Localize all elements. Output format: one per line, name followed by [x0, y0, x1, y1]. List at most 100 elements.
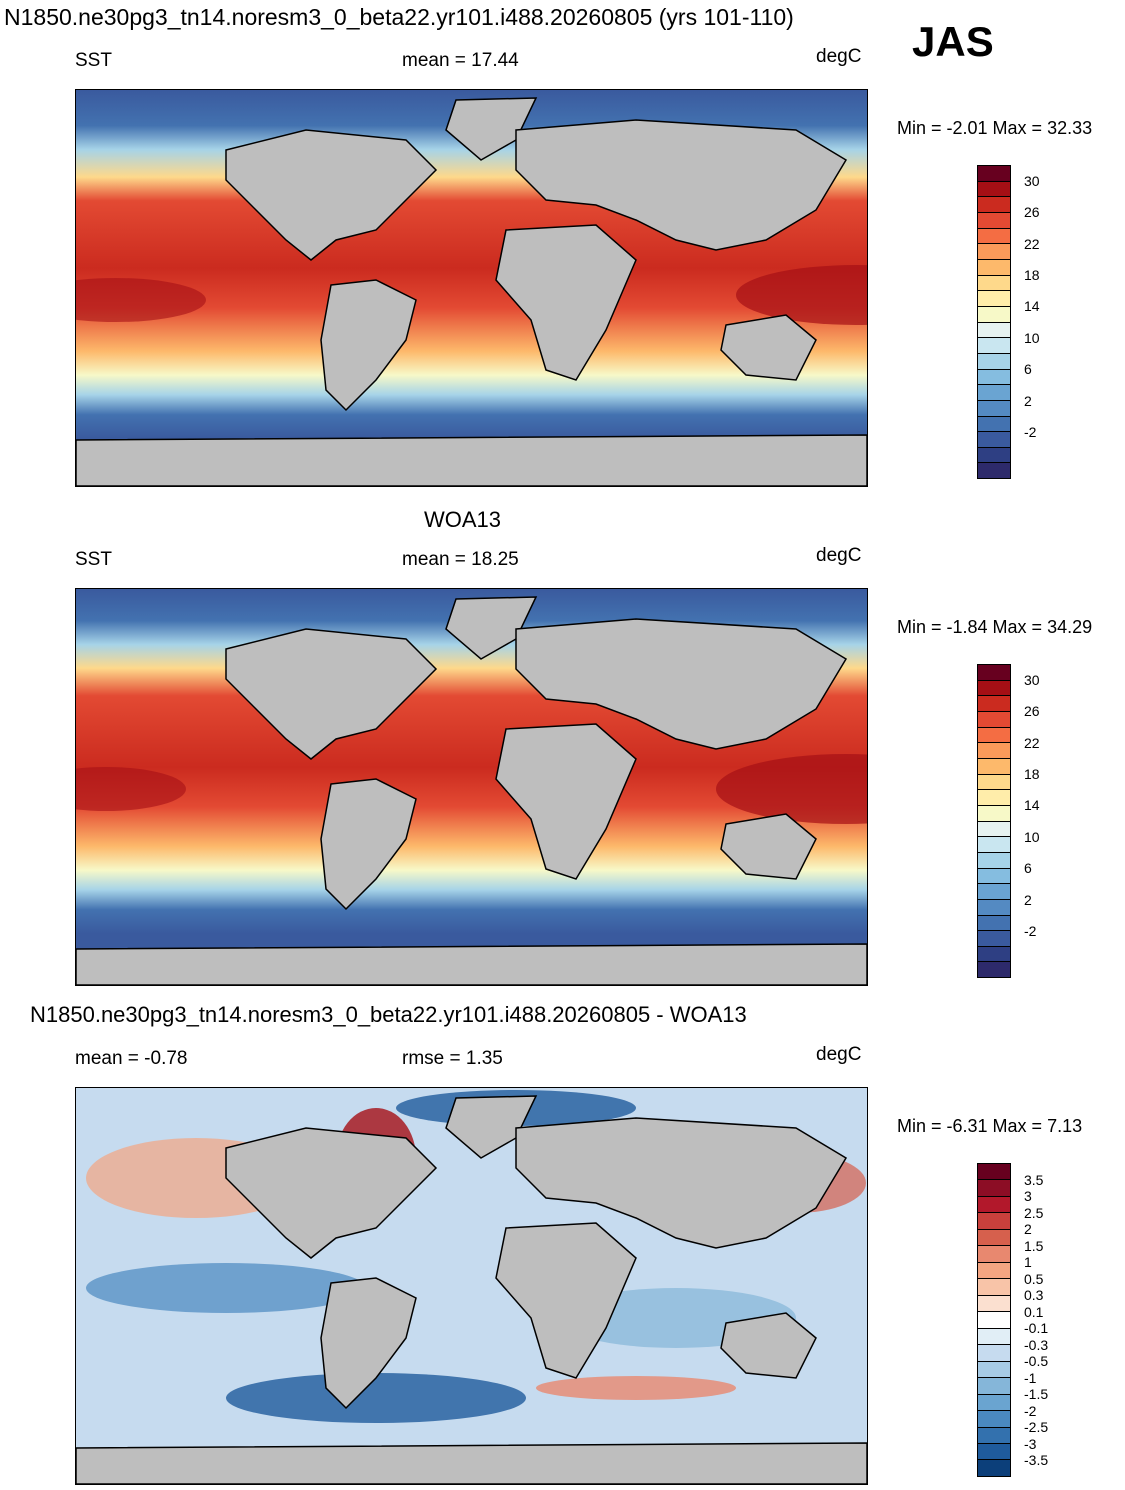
colorbar-tick-label: 3	[1024, 1188, 1032, 1204]
colorbar-segment	[978, 182, 1010, 198]
colorbar-segment	[978, 931, 1010, 947]
colorbar-tick-label: 10	[1024, 829, 1040, 845]
colorbar-tick-label: 26	[1024, 703, 1040, 719]
colorbar-tick-label: 2	[1024, 1221, 1032, 1237]
colorbar-segment	[978, 1362, 1010, 1378]
colorbar-tick-label: 10	[1024, 330, 1040, 346]
colorbar-segment	[978, 1296, 1010, 1312]
colorbar-segment	[978, 463, 1010, 478]
colorbar-segment	[978, 354, 1010, 370]
colorbar-tick-label: -2	[1024, 424, 1036, 440]
panel3-minmax: Min = -6.31 Max = 7.13	[897, 1116, 1082, 1137]
colorbar-tick-label: 6	[1024, 361, 1032, 377]
panel2-title: WOA13	[424, 507, 501, 533]
panel3-colorbar	[977, 1163, 1011, 1477]
colorbar-segment	[978, 1164, 1010, 1180]
colorbar-segment	[978, 759, 1010, 775]
panel1-colorbar	[977, 165, 1011, 479]
colorbar-segment	[978, 1411, 1010, 1427]
panel3-map	[75, 1087, 868, 1485]
colorbar-tick-label: 30	[1024, 173, 1040, 189]
colorbar-segment	[978, 1378, 1010, 1394]
panel3-title: N1850.ne30pg3_tn14.noresm3_0_beta22.yr10…	[30, 1002, 747, 1028]
colorbar-segment	[978, 1312, 1010, 1328]
colorbar-segment	[978, 417, 1010, 433]
colorbar-tick-label: -1	[1024, 1370, 1036, 1386]
colorbar-tick-label: 0.1	[1024, 1304, 1043, 1320]
panel3-rmse-label: rmse = 1.35	[402, 1048, 503, 1070]
colorbar-tick-label: 2	[1024, 892, 1032, 908]
colorbar-segment	[978, 790, 1010, 806]
colorbar-tick-label: -2.5	[1024, 1419, 1048, 1435]
panel2-units-label: degC	[816, 545, 861, 567]
figure-title: N1850.ne30pg3_tn14.noresm3_0_beta22.yr10…	[4, 4, 794, 31]
antarctica	[76, 435, 867, 486]
colorbar-segment	[978, 432, 1010, 448]
negative-anomaly-tropics	[86, 1263, 366, 1313]
colorbar-tick-label: -0.3	[1024, 1337, 1048, 1353]
colorbar-segment	[978, 1263, 1010, 1279]
panel2-minmax: Min = -1.84 Max = 34.29	[897, 617, 1092, 638]
panel3-units-label: degC	[816, 1044, 861, 1066]
colorbar-segment	[978, 323, 1010, 339]
colorbar-segment	[978, 1428, 1010, 1444]
colorbar-segment	[978, 822, 1010, 838]
colorbar-segment	[978, 1395, 1010, 1411]
colorbar-tick-label: 0.3	[1024, 1287, 1043, 1303]
colorbar-tick-label: -0.5	[1024, 1353, 1048, 1369]
panel2-map	[75, 588, 868, 986]
colorbar-tick-label: 14	[1024, 797, 1040, 813]
colorbar-tick-label: 1	[1024, 1254, 1032, 1270]
colorbar-segment	[978, 260, 1010, 276]
colorbar-segment	[978, 1329, 1010, 1345]
colorbar-segment	[978, 1444, 1010, 1460]
colorbar-segment	[978, 1345, 1010, 1361]
season-label: JAS	[912, 18, 994, 66]
panel1-variable-label: SST	[75, 50, 112, 72]
colorbar-segment	[978, 448, 1010, 464]
colorbar-segment	[978, 1197, 1010, 1213]
colorbar-tick-label: 30	[1024, 672, 1040, 688]
colorbar-segment	[978, 696, 1010, 712]
colorbar-segment	[978, 338, 1010, 354]
panel1-map-svg	[76, 90, 867, 486]
colorbar-segment	[978, 853, 1010, 869]
colorbar-segment	[978, 244, 1010, 260]
colorbar-segment	[978, 401, 1010, 417]
colorbar-tick-label: -3	[1024, 1436, 1036, 1452]
panel1-units-label: degC	[816, 46, 861, 68]
colorbar-segment	[978, 1180, 1010, 1196]
panel2-colorbar	[977, 664, 1011, 978]
colorbar-tick-label: 0.5	[1024, 1271, 1043, 1287]
colorbar-segment	[978, 229, 1010, 245]
colorbar-tick-label: 18	[1024, 267, 1040, 283]
colorbar-segment	[978, 869, 1010, 885]
colorbar-segment	[978, 1230, 1010, 1246]
colorbar-segment	[978, 681, 1010, 697]
panel2-map-svg	[76, 589, 867, 985]
colorbar-segment	[978, 947, 1010, 963]
colorbar-segment	[978, 1279, 1010, 1295]
colorbar-segment	[978, 385, 1010, 401]
colorbar-segment	[978, 276, 1010, 292]
colorbar-tick-label: 6	[1024, 860, 1032, 876]
antarctica	[76, 1443, 867, 1484]
colorbar-segment	[978, 916, 1010, 932]
colorbar-tick-label: -3.5	[1024, 1452, 1048, 1468]
colorbar-segment	[978, 213, 1010, 229]
colorbar-tick-label: 3.5	[1024, 1172, 1043, 1188]
colorbar-segment	[978, 665, 1010, 681]
colorbar-segment	[978, 370, 1010, 386]
colorbar-segment	[978, 712, 1010, 728]
colorbar-tick-label: 14	[1024, 298, 1040, 314]
positive-anomaly-southern-band	[536, 1376, 736, 1400]
colorbar-tick-label: 26	[1024, 204, 1040, 220]
colorbar-segment	[978, 884, 1010, 900]
colorbar-tick-label: -0.1	[1024, 1320, 1048, 1336]
colorbar-segment	[978, 775, 1010, 791]
panel3-mean-label: mean = -0.78	[75, 1048, 188, 1070]
colorbar-tick-label: -1.5	[1024, 1386, 1048, 1402]
colorbar-segment	[978, 291, 1010, 307]
colorbar-segment	[978, 307, 1010, 323]
antarctica	[76, 944, 867, 985]
